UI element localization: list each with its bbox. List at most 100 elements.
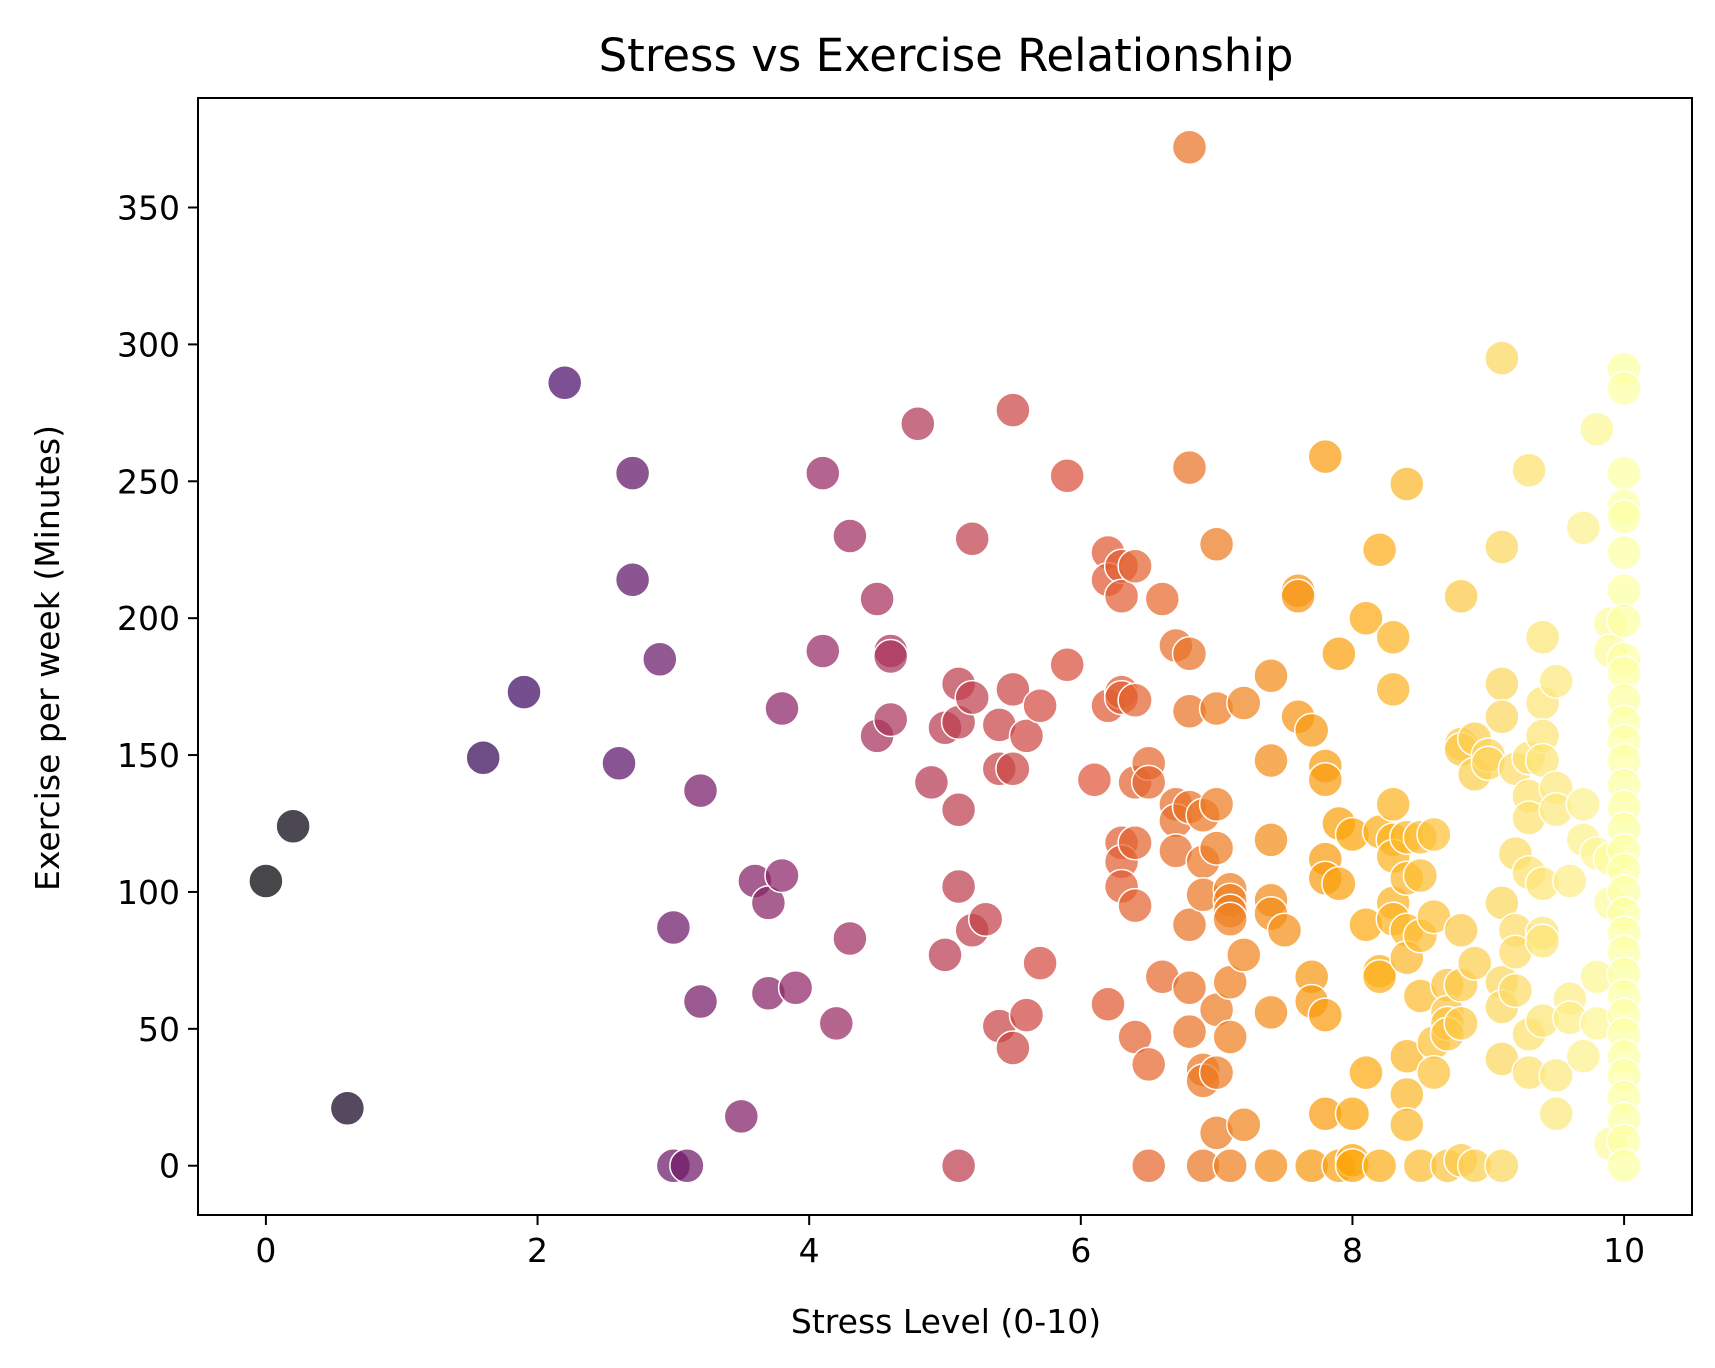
- scatter-point: [1538, 1057, 1574, 1094]
- scatter-point: [1226, 937, 1262, 973]
- y-tick-label: 0: [159, 1147, 180, 1186]
- scatter-point: [1484, 340, 1520, 376]
- scatter-point: [1416, 816, 1452, 853]
- scatter-point: [642, 641, 678, 677]
- scatter-point: [1253, 994, 1289, 1031]
- y-tick-label: 50: [138, 1010, 180, 1049]
- scatter-point: [940, 1147, 977, 1184]
- scatter-point: [1253, 822, 1289, 858]
- scatter-point: [1198, 830, 1235, 866]
- scatter-point: [1511, 452, 1547, 489]
- scatter-point: [1484, 666, 1520, 702]
- scatter-point: [1538, 663, 1574, 699]
- scatter-point: [1456, 945, 1493, 981]
- scatter-point: [1321, 636, 1357, 672]
- scatter-point: [927, 937, 963, 973]
- scatter-point: [832, 518, 868, 554]
- x-tick-label: 10: [1603, 1231, 1645, 1270]
- scatter-point: [1606, 573, 1642, 609]
- scatter-point: [614, 455, 651, 491]
- scatter-point: [1579, 411, 1615, 448]
- scatter-point: [1022, 688, 1058, 724]
- scatter-point: [1443, 912, 1479, 949]
- scatter-point: [1552, 863, 1588, 899]
- scatter-point: [1361, 531, 1398, 568]
- scatter-point: [1212, 1147, 1248, 1184]
- scatter-point: [872, 638, 909, 675]
- scatter-point: [682, 772, 719, 809]
- scatter-point: [1253, 742, 1289, 779]
- scatter-point: [1361, 959, 1398, 995]
- scatter-point: [1253, 657, 1289, 694]
- scatter-point: [1117, 887, 1153, 924]
- scatter-point: [329, 1090, 366, 1126]
- scatter-point: [859, 581, 895, 617]
- scatter-point: [1171, 970, 1208, 1006]
- scatter-point: [682, 983, 719, 1020]
- scatter-point: [764, 857, 800, 894]
- scatter-point: [777, 970, 814, 1006]
- scatter-point: [1334, 1095, 1371, 1132]
- scatter-point: [1008, 997, 1045, 1033]
- scatter-point: [805, 455, 841, 491]
- scatter-point: [1606, 603, 1642, 639]
- scatter-point: [1198, 526, 1235, 563]
- scatter-point: [1606, 1147, 1642, 1184]
- scatter-point: [1049, 646, 1085, 683]
- scatter-point: [248, 863, 284, 899]
- scatter-point: [900, 406, 936, 442]
- scatter-point: [1389, 1106, 1425, 1143]
- scatter-point: [1375, 786, 1411, 823]
- scatter-point: [1348, 1054, 1384, 1091]
- scatter-point: [275, 808, 311, 844]
- scatter-point: [1443, 1005, 1479, 1042]
- scatter-point: [1348, 600, 1384, 636]
- scatter-point: [1117, 682, 1153, 719]
- scatter-point: [1171, 449, 1208, 486]
- scatter-point: [967, 901, 1004, 938]
- y-tick-label: 150: [117, 736, 180, 775]
- scatter-point: [1144, 581, 1181, 617]
- y-tick-label: 250: [117, 462, 180, 501]
- scatter-point: [1565, 1038, 1602, 1074]
- scatter-point: [723, 1098, 760, 1135]
- scatter-point: [995, 1030, 1031, 1066]
- scatter-point: [1484, 1147, 1520, 1184]
- scatter-point: [954, 521, 990, 557]
- points-layer: [248, 129, 1642, 1184]
- scatter-point: [601, 745, 637, 782]
- scatter-point: [1266, 912, 1303, 949]
- scatter-point: [1375, 619, 1411, 656]
- scatter-point: [1389, 466, 1425, 502]
- x-tick-label: 8: [1342, 1231, 1363, 1270]
- scatter-point: [1307, 438, 1344, 475]
- scatter-point: [1212, 901, 1248, 938]
- scatter-point: [1484, 529, 1520, 565]
- x-tick-label: 6: [1070, 1231, 1091, 1270]
- x-tick-label: 0: [255, 1231, 276, 1270]
- x-tick-label: 4: [799, 1231, 820, 1270]
- scatter-point: [1375, 671, 1411, 708]
- scatter-point: [1416, 1054, 1452, 1091]
- scatter-point: [1130, 764, 1167, 801]
- scatter-point: [1307, 761, 1344, 798]
- scatter-point: [669, 1147, 705, 1184]
- scatter-point: [1606, 499, 1642, 535]
- scatter-point: [1606, 534, 1642, 571]
- scatter-point: [1171, 636, 1208, 672]
- scatter-point: [1049, 458, 1085, 494]
- scatter-point: [1171, 1013, 1208, 1050]
- scatter-point: [1130, 1046, 1167, 1083]
- scatter-point: [1606, 455, 1642, 491]
- scatter-point: [1443, 578, 1479, 615]
- x-tick-label: 2: [527, 1231, 548, 1270]
- scatter-point: [1171, 129, 1208, 166]
- scatter-point: [1565, 510, 1602, 546]
- scatter-point: [872, 701, 909, 738]
- scatter-point: [940, 868, 977, 905]
- y-tick-label: 200: [117, 599, 180, 638]
- scatter-point: [1321, 865, 1357, 902]
- scatter-point: [805, 633, 841, 669]
